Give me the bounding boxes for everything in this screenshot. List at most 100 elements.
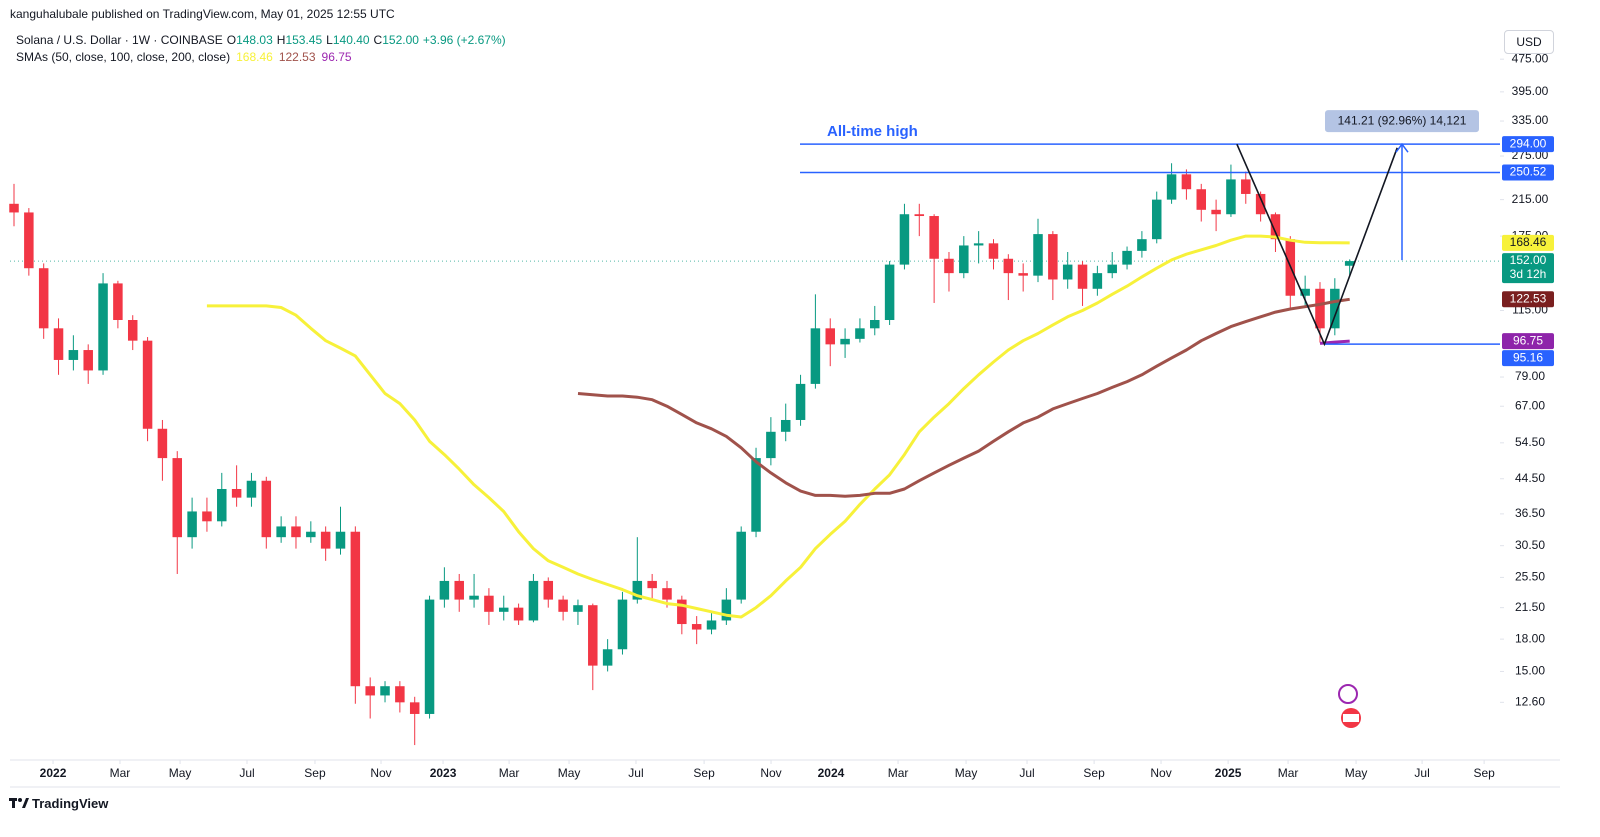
y-tick-label: 36.50: [1515, 506, 1545, 520]
x-tick-label: Jul: [239, 766, 254, 780]
candle-body: [1344, 261, 1355, 266]
price-badge-label: 96.75: [1513, 333, 1543, 347]
candle-body: [780, 419, 791, 432]
ohlc-item: H153.45: [277, 33, 322, 47]
price-badge: [1502, 291, 1554, 308]
ohlc-key: C: [373, 33, 383, 47]
candle-body: [1196, 189, 1207, 210]
candle-body: [840, 338, 850, 345]
icon: [1338, 684, 1361, 728]
price-badge: [1502, 350, 1554, 367]
measure-box: [1325, 110, 1479, 133]
candle-body: [424, 599, 435, 714]
ohlc-value: 153.45: [285, 33, 323, 47]
candle-body: [899, 214, 910, 265]
candle-body: [795, 383, 806, 420]
candle-body: [1137, 239, 1147, 251]
candle-body: [1300, 288, 1310, 296]
candle-body: [1003, 258, 1014, 274]
ohlc-item: O148.03: [227, 33, 273, 47]
y-tick-label: 25.50: [1515, 570, 1545, 584]
candle-body: [98, 283, 108, 371]
candle-body: [320, 531, 331, 549]
candle-body: [691, 624, 702, 630]
y-tick-label: 67.00: [1515, 398, 1545, 412]
change: +3.96 (+2.67%): [422, 33, 506, 47]
y-tick-label: 215.00: [1512, 192, 1549, 206]
candle-body: [261, 480, 272, 538]
candle-body: [1151, 199, 1162, 240]
candle-body: [365, 686, 375, 696]
candle-body: [662, 588, 672, 600]
candle-body: [217, 488, 227, 522]
price-badge: [1502, 136, 1554, 153]
candle-body: [484, 595, 494, 612]
candle-body: [647, 580, 657, 589]
publisher: kanguhalubale published on TradingView.c…: [10, 7, 395, 21]
candle-body: [602, 649, 613, 666]
y-tick-label: 79.00: [1515, 369, 1545, 383]
candle-body: [914, 214, 925, 217]
x-tick-label: May: [169, 766, 192, 780]
candle-body: [469, 595, 479, 600]
ohlc-item: L140.40: [326, 33, 369, 47]
candle-body: [231, 488, 242, 498]
candle-body: [617, 599, 628, 650]
x-tick-label: Mar: [499, 766, 520, 780]
candle-body: [543, 580, 554, 600]
candle-body: [157, 428, 168, 459]
candle-body: [1107, 264, 1117, 274]
candle-body: [588, 605, 598, 666]
candle-body: [632, 580, 643, 600]
candle-body: [1270, 214, 1281, 240]
price-badge-label: 122.53: [1510, 291, 1547, 305]
candle-body: [558, 599, 568, 612]
y-tick-label: 335.00: [1512, 113, 1549, 127]
candle-body: [172, 458, 183, 538]
x-tick-label: Sep: [304, 766, 326, 780]
candle-body: [766, 431, 776, 459]
x-tick-label: Sep: [1083, 766, 1105, 780]
candle-body: [1077, 264, 1088, 289]
candle-body: [24, 212, 34, 269]
candle-body: [68, 350, 79, 360]
x-tick-label: Jul: [1414, 766, 1429, 780]
ohlc-value: 152.00: [382, 33, 419, 47]
candle-body: [810, 328, 821, 384]
x-tick-label: Nov: [760, 766, 781, 780]
candle-body: [127, 320, 138, 341]
candle-body: [1092, 273, 1103, 289]
candle-body: [706, 620, 717, 630]
x-tick-label: May: [1345, 766, 1368, 780]
price-badge-label: 250.52: [1510, 165, 1547, 179]
sma-value: 122.53: [278, 50, 316, 64]
candle-body: [1241, 179, 1251, 194]
measure-label: 141.21 (92.96%) 14,121: [1338, 113, 1467, 127]
y-tick-label: 54.50: [1515, 435, 1545, 449]
pattern-line: [1236, 143, 1398, 347]
price-badge: [1502, 164, 1554, 181]
candle-body: [380, 686, 390, 696]
candle-body: [973, 243, 984, 246]
sma-title: SMAs (50, close, 100, close, 200, close): [16, 50, 231, 64]
candle-body: [1330, 288, 1340, 329]
y-tick-label: 18.00: [1515, 631, 1545, 645]
candle-body: [202, 511, 212, 522]
candle-body: [498, 607, 509, 612]
currency-button[interactable]: USD: [1504, 30, 1554, 54]
price-badge-label: 168.46: [1510, 235, 1547, 249]
candle-body: [276, 526, 286, 538]
price-badge-label: 294.00: [1510, 136, 1547, 150]
moving-average: [206, 234, 1350, 619]
candle-body: [142, 340, 153, 429]
x-tick-label: 2024: [818, 766, 845, 780]
ohlc-key: O: [226, 33, 237, 47]
candle-body: [929, 216, 939, 259]
x-tick-label: Mar: [1278, 766, 1299, 780]
candle-body: [988, 243, 999, 259]
candle-body: [721, 599, 732, 621]
candle-body: [677, 599, 687, 625]
candle-body: [1033, 234, 1043, 276]
x-tick-label: Sep: [693, 766, 715, 780]
